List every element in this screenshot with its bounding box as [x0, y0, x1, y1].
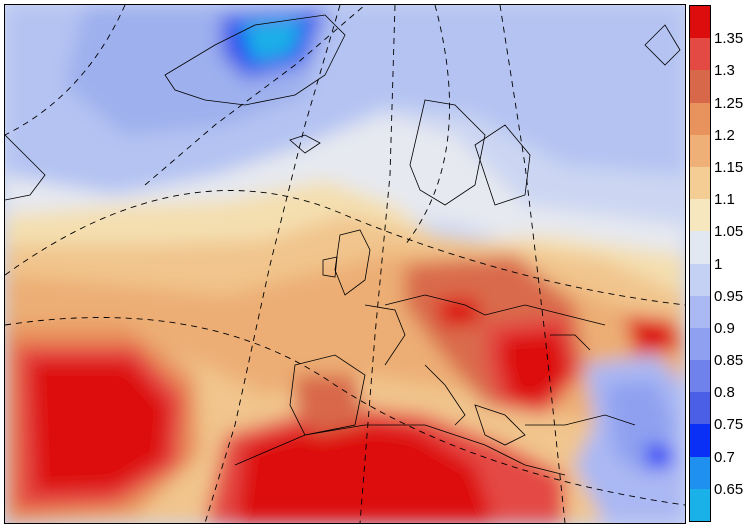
colorbar-swatch	[690, 424, 710, 457]
colorbar-tick-label: 0.65	[714, 480, 744, 498]
colorbar-tick-label: 1.1	[714, 191, 735, 209]
colorbar-tick-label: 1.2	[714, 126, 735, 144]
colorbar-swatch	[690, 360, 710, 393]
colorbar-swatch	[690, 134, 710, 167]
colorbar	[689, 5, 711, 522]
colorbar-swatch	[690, 6, 710, 39]
anomaly-map	[5, 5, 685, 523]
colorbar-swatch	[690, 488, 710, 521]
colorbar-tick-label: 0.75	[714, 416, 744, 434]
colorbar-swatch	[690, 38, 710, 71]
field-contours	[5, 5, 685, 523]
colorbar-swatch	[690, 263, 710, 296]
colorbar-tick-label: 1.15	[714, 158, 744, 176]
colorbar-tick-labels: 0.65 0.7 0.75 0.8 0.85 0.9 0.95 1 1.05 1.1 1.15 1.2…	[714, 0, 754, 529]
colorbar-swatch	[690, 295, 710, 328]
colorbar-tick-label: 0.95	[714, 287, 744, 305]
colorbar-swatch	[690, 456, 710, 489]
colorbar-tick-label: 0.9	[714, 319, 735, 337]
coastlines	[5, 14, 681, 476]
colorbar-tick-label: 1.35	[714, 30, 744, 48]
colorbar-swatch	[690, 70, 710, 103]
colorbar-swatch	[690, 392, 710, 425]
colorbar-swatch	[690, 102, 710, 135]
colorbar-tick-label: 1	[714, 255, 723, 273]
map-panel	[4, 4, 686, 524]
colorbar-tick-label: 1.05	[714, 223, 744, 241]
colorbar-tick-label: 1.3	[714, 62, 735, 80]
graticule	[5, 5, 685, 523]
colorbar-tick-label: 0.7	[714, 448, 735, 466]
colorbar-swatch	[690, 166, 710, 200]
colorbar-tick-label: 0.85	[714, 352, 744, 370]
colorbar-swatch	[690, 199, 710, 232]
colorbar-tick-label: 1.25	[714, 94, 744, 112]
colorbar-swatch	[690, 327, 710, 361]
colorbar-swatch	[690, 231, 710, 264]
colorbar-tick-label: 0.8	[714, 384, 735, 402]
